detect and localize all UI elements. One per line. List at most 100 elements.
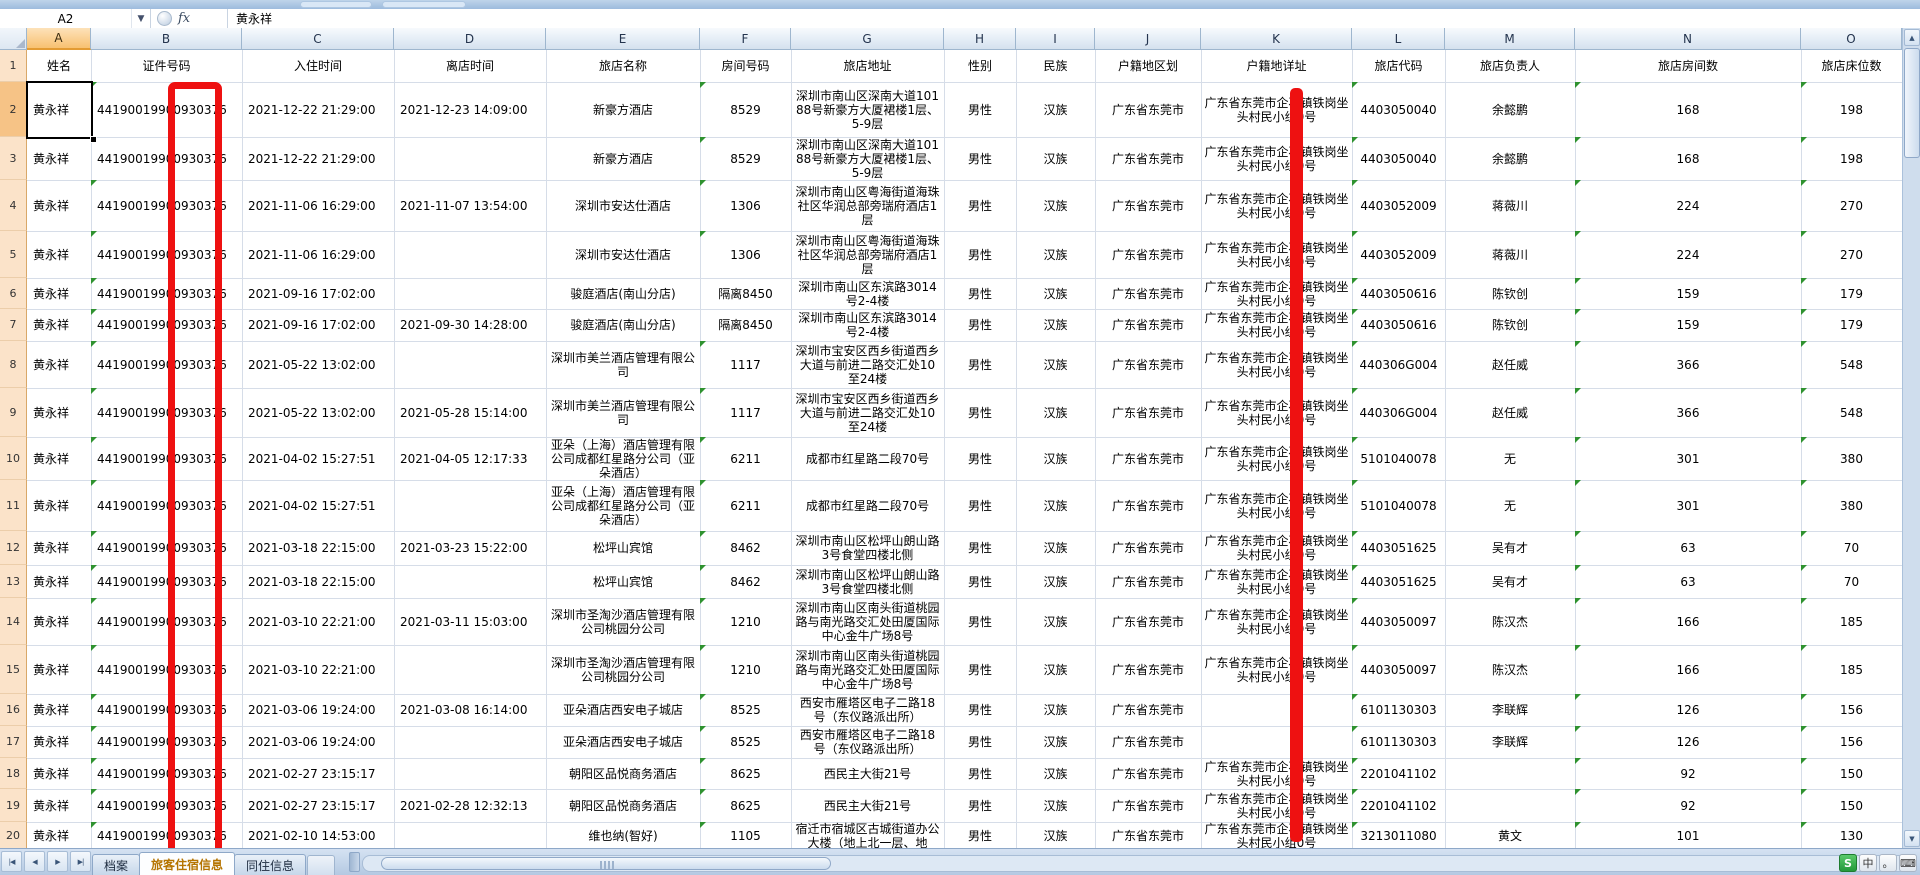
cell-B4[interactable]: 44190019900930376 — [91, 180, 243, 232]
cell-G11[interactable]: 成都市红星路二段70号 — [791, 480, 945, 532]
cell-K20[interactable]: 广东省东莞市企石镇铁岗坐头村民小组0号 — [1201, 822, 1353, 848]
cell-D20[interactable] — [394, 822, 547, 848]
cell-G15[interactable]: 深圳市南山区南头街道桃园路与南光路交汇处田厦国际中心金牛广场8号 — [791, 645, 945, 695]
cell-A17[interactable]: 黄永祥 — [27, 726, 92, 759]
sheet-tab-dangan[interactable]: 档案 — [92, 854, 141, 875]
cell-C10[interactable]: 2021-04-02 15:27:51 — [242, 437, 395, 481]
cell-G4[interactable]: 深圳市南山区粤海街道海珠社区华润总部旁瑞府酒店1层 — [791, 180, 945, 232]
cell-J15[interactable]: 广东省东莞市 — [1095, 645, 1202, 695]
cell-E19[interactable]: 朝阳区品悦商务酒店 — [546, 789, 701, 823]
cell-H20[interactable]: 男性 — [944, 822, 1017, 848]
cell-B5[interactable]: 44190019900930376 — [91, 231, 243, 279]
cell-A13[interactable]: 黄永祥 — [27, 565, 92, 599]
cell-F13[interactable]: 8462 — [700, 565, 792, 599]
cell-H16[interactable]: 男性 — [944, 694, 1017, 727]
cell-B18[interactable]: 44190019900930376 — [91, 758, 243, 790]
cell-G18[interactable]: 西民主大街21号 — [791, 758, 945, 790]
cell-O9[interactable]: 548 — [1801, 388, 1902, 438]
cell-C20[interactable]: 2021-02-10 14:53:00 — [242, 822, 395, 848]
cell-F2[interactable]: 8529 — [700, 82, 792, 138]
cell-G12[interactable]: 深圳市南山区松坪山朗山路3号食堂四楼北侧 — [791, 531, 945, 566]
cell-J4[interactable]: 广东省东莞市 — [1095, 180, 1202, 232]
cell-J3[interactable]: 广东省东莞市 — [1095, 137, 1202, 181]
cell-F3[interactable]: 8529 — [700, 137, 792, 181]
cell-G19[interactable]: 西民主大街21号 — [791, 789, 945, 823]
header-cell-N1[interactable]: 旅店房间数 — [1575, 50, 1802, 83]
cell-A18[interactable]: 黄永祥 — [27, 758, 92, 790]
cell-N10[interactable]: 301 — [1575, 437, 1802, 481]
column-header-B[interactable]: B — [91, 28, 242, 50]
cell-G17[interactable]: 西安市雁塔区电子二路18号（东仪路派出所） — [791, 726, 945, 759]
tab-nav-first-icon[interactable]: |◀ — [1, 851, 22, 872]
cell-J13[interactable]: 广东省东莞市 — [1095, 565, 1202, 599]
ime-logo-icon[interactable]: S — [1839, 854, 1857, 872]
cell-M16[interactable]: 李联辉 — [1445, 694, 1576, 727]
row-header-6[interactable]: 6 — [0, 278, 27, 309]
cell-C13[interactable]: 2021-03-18 22:15:00 — [242, 565, 395, 599]
tab-nav-prev-icon[interactable]: ◀ — [24, 851, 45, 872]
cell-L15[interactable]: 4403050097 — [1352, 645, 1446, 695]
cell-N19[interactable]: 92 — [1575, 789, 1802, 823]
cell-E17[interactable]: 亚朵酒店西安电子城店 — [546, 726, 701, 759]
vertical-scroll-thumb[interactable] — [1904, 48, 1920, 158]
cell-O20[interactable]: 130 — [1801, 822, 1902, 848]
cell-H2[interactable]: 男性 — [944, 82, 1017, 138]
cell-L4[interactable]: 4403052009 — [1352, 180, 1446, 232]
cell-L8[interactable]: 440306G004 — [1352, 341, 1446, 389]
header-cell-A1[interactable]: 姓名 — [27, 50, 92, 83]
cell-O15[interactable]: 185 — [1801, 645, 1902, 695]
cell-K11[interactable]: 广东省东莞市企石镇铁岗坐头村民小组0号 — [1201, 480, 1353, 532]
cell-G5[interactable]: 深圳市南山区粤海街道海珠社区华润总部旁瑞府酒店1层 — [791, 231, 945, 279]
cell-A6[interactable]: 黄永祥 — [27, 278, 92, 310]
column-header-J[interactable]: J — [1095, 28, 1201, 50]
cell-G9[interactable]: 深圳市宝安区西乡街道西乡大道与前进二路交汇处10至24楼 — [791, 388, 945, 438]
cell-C6[interactable]: 2021-09-16 17:02:00 — [242, 278, 395, 310]
cell-F6[interactable]: 隔离8450 — [700, 278, 792, 310]
cell-D3[interactable] — [394, 137, 547, 181]
cell-A8[interactable]: 黄永祥 — [27, 341, 92, 389]
cell-D7[interactable]: 2021-09-30 14:28:00 — [394, 309, 547, 342]
cell-N20[interactable]: 101 — [1575, 822, 1802, 848]
cell-B20[interactable]: 44190019900930376 — [91, 822, 243, 848]
cell-K14[interactable]: 广东省东莞市企石镇铁岗坐头村民小组0号 — [1201, 598, 1353, 646]
cell-N4[interactable]: 224 — [1575, 180, 1802, 232]
column-header-D[interactable]: D — [394, 28, 546, 50]
cell-K6[interactable]: 广东省东莞市企石镇铁岗坐头村民小组0号 — [1201, 278, 1353, 310]
cell-G16[interactable]: 西安市雁塔区电子二路18号（东仪路派出所） — [791, 694, 945, 727]
cell-I17[interactable]: 汉族 — [1016, 726, 1096, 759]
cell-G6[interactable]: 深圳市南山区东滨路3014号2-4楼 — [791, 278, 945, 310]
cell-E8[interactable]: 深圳市美兰酒店管理有限公司 — [546, 341, 701, 389]
cell-H11[interactable]: 男性 — [944, 480, 1017, 532]
cell-K5[interactable]: 广东省东莞市企石镇铁岗坐头村民小组0号 — [1201, 231, 1353, 279]
row-header-9[interactable]: 9 — [0, 388, 27, 437]
cell-F17[interactable]: 8525 — [700, 726, 792, 759]
cell-C14[interactable]: 2021-03-10 22:21:00 — [242, 598, 395, 646]
column-header-I[interactable]: I — [1016, 28, 1095, 50]
cell-F20[interactable]: 1105 — [700, 822, 792, 848]
cell-C8[interactable]: 2021-05-22 13:02:00 — [242, 341, 395, 389]
header-cell-J1[interactable]: 户籍地区划 — [1095, 50, 1202, 83]
cell-M13[interactable]: 吴有才 — [1445, 565, 1576, 599]
header-cell-I1[interactable]: 民族 — [1016, 50, 1096, 83]
cell-A4[interactable]: 黄永祥 — [27, 180, 92, 232]
cell-O17[interactable]: 156 — [1801, 726, 1902, 759]
cell-C11[interactable]: 2021-04-02 15:27:51 — [242, 480, 395, 532]
cell-N16[interactable]: 126 — [1575, 694, 1802, 727]
row-header-11[interactable]: 11 — [0, 480, 27, 531]
cell-O18[interactable]: 150 — [1801, 758, 1902, 790]
tab-nav-next-icon[interactable]: ▶ — [47, 851, 68, 872]
cell-F10[interactable]: 6211 — [700, 437, 792, 481]
cell-D17[interactable] — [394, 726, 547, 759]
formula-input[interactable]: 黄永祥 — [236, 12, 273, 26]
cell-D10[interactable]: 2021-04-05 12:17:33 — [394, 437, 547, 481]
cell-E16[interactable]: 亚朵酒店西安电子城店 — [546, 694, 701, 727]
cell-N8[interactable]: 366 — [1575, 341, 1802, 389]
cell-B7[interactable]: 44190019900930376 — [91, 309, 243, 342]
cell-I12[interactable]: 汉族 — [1016, 531, 1096, 566]
cell-B12[interactable]: 44190019900930376 — [91, 531, 243, 566]
cell-D2[interactable]: 2021-12-23 14:09:00 — [394, 82, 547, 138]
cell-O2[interactable]: 198 — [1801, 82, 1902, 138]
cell-I16[interactable]: 汉族 — [1016, 694, 1096, 727]
horizontal-scrollbar[interactable] — [362, 855, 1916, 872]
cell-L6[interactable]: 4403050616 — [1352, 278, 1446, 310]
